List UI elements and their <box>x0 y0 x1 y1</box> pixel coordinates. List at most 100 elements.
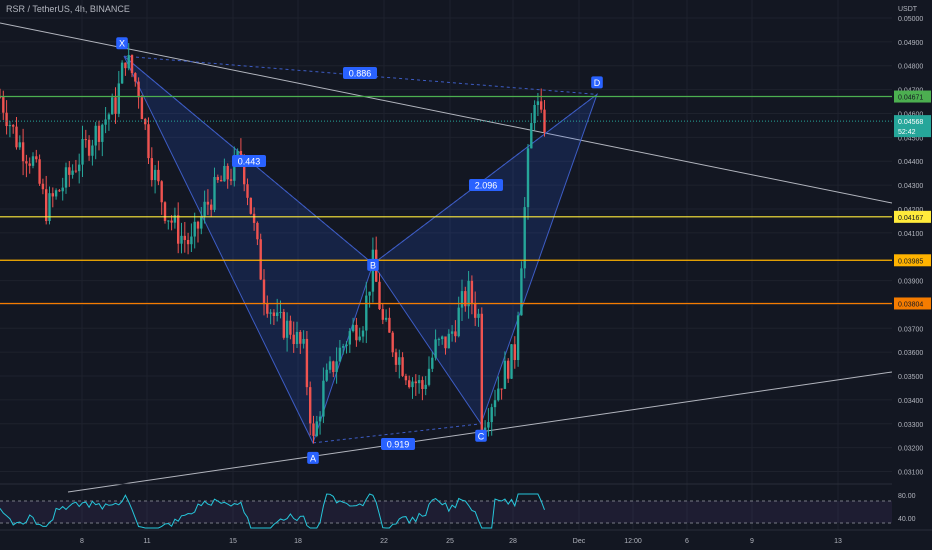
candle-body <box>533 104 536 124</box>
ratio-line-ac <box>312 423 482 444</box>
price-tick-label: 0.03400 <box>898 398 923 405</box>
candle-body <box>180 235 183 244</box>
svg-text:0.03985: 0.03985 <box>898 258 923 265</box>
candle-body <box>279 311 282 313</box>
candle-body <box>450 331 454 334</box>
price-tick-label: 0.03200 <box>898 446 923 453</box>
candle-body <box>64 167 68 188</box>
candle-body <box>134 73 137 82</box>
candle-body <box>328 361 332 370</box>
time-axis-bg <box>0 530 932 550</box>
price-tick-label: 0.04800 <box>898 64 923 71</box>
candle-body <box>91 145 94 156</box>
point-a-label: A <box>307 451 319 464</box>
level-yellow-price-tag: 0.04167 <box>894 210 931 223</box>
candle-body <box>203 201 206 217</box>
svg-text:C: C <box>478 431 485 441</box>
candle-body <box>332 361 335 373</box>
candle-body <box>206 201 210 205</box>
candle-body <box>526 148 530 208</box>
candle-body <box>183 235 186 240</box>
candle-body <box>342 346 345 348</box>
candle-body <box>391 332 394 353</box>
candle-body <box>302 338 305 344</box>
time-tick-label: 11 <box>143 538 150 545</box>
candle-body <box>101 124 104 142</box>
candle-body <box>394 352 398 365</box>
price-axis[interactable]: USDT0.050000.049000.048000.047000.046000… <box>892 0 932 530</box>
candle-body <box>31 156 35 166</box>
candle-body <box>196 221 200 229</box>
time-tick-label: 13 <box>834 538 842 545</box>
candle-body <box>543 109 546 133</box>
time-tick-label: 25 <box>446 538 454 545</box>
candles <box>0 42 546 444</box>
last-price-tag: 0.04568 52:42 <box>894 115 931 138</box>
candle-body <box>193 221 196 237</box>
time-tick-label: 15 <box>229 538 237 545</box>
level-amber-price-tag: 0.03985 <box>894 254 931 267</box>
candle-body <box>292 334 295 345</box>
candle-body <box>51 193 54 197</box>
svg-text:0.04671: 0.04671 <box>898 95 923 102</box>
svg-text:2.096: 2.096 <box>475 181 498 191</box>
candle-body <box>177 215 180 244</box>
ratio-line-xd <box>123 55 598 95</box>
candle-body <box>318 416 322 422</box>
candle-body <box>480 313 483 436</box>
svg-text:0.03804: 0.03804 <box>898 301 923 308</box>
time-axis[interactable]: 8 11 15 18 22 25 28 Dec 12:00 6 9 13 <box>0 529 932 550</box>
candle-body <box>213 177 216 210</box>
candle-body <box>210 204 213 210</box>
pattern-xab-triangle <box>123 55 374 445</box>
candle-body <box>460 291 464 308</box>
candle-body <box>398 357 401 365</box>
svg-text:0.886: 0.886 <box>349 69 372 79</box>
rsi-pane <box>0 483 932 529</box>
candle-body <box>35 156 38 160</box>
rsi-line <box>0 493 545 529</box>
horizontal-levels <box>0 95 892 305</box>
candle-body <box>160 181 163 203</box>
price-tick-label: 0.04900 <box>898 40 923 47</box>
candle-body <box>216 177 219 181</box>
candle-body <box>289 320 292 335</box>
point-d-label: D <box>591 76 603 89</box>
candle-body <box>84 139 87 141</box>
candle-body <box>464 291 467 307</box>
candle-body <box>157 169 160 182</box>
candle-body <box>12 125 15 127</box>
candle-body <box>348 331 351 345</box>
pattern-bcd-triangle <box>372 92 599 425</box>
candle-body <box>173 215 177 223</box>
candle-body <box>312 423 315 436</box>
candle-body <box>249 197 252 214</box>
candle-body <box>54 190 58 197</box>
candle-body <box>269 312 272 314</box>
candle-body <box>276 312 279 317</box>
time-tick-label: 28 <box>509 538 517 545</box>
rsi-tick-label: 80.00 <box>898 493 916 500</box>
candle-body <box>411 381 414 388</box>
candle-body <box>111 97 114 115</box>
svg-text:0.04568: 0.04568 <box>898 119 923 126</box>
candle-body <box>404 375 408 381</box>
candle-body <box>71 170 74 175</box>
ratio-label-xb: 0.443 <box>232 155 266 167</box>
candle-body <box>368 291 371 296</box>
candle-body <box>285 320 289 338</box>
time-tick-label: 12:00 <box>624 538 642 545</box>
candle-body <box>190 236 193 245</box>
price-tick-label: 0.03100 <box>898 470 923 477</box>
price-tick-label: 0.04100 <box>898 231 923 238</box>
time-tick-label: Dec <box>573 538 586 545</box>
symbol-title: RSR / TetherUS, 4h, BINANCE <box>6 4 130 14</box>
candle-body <box>421 380 424 389</box>
candle-body <box>120 62 124 84</box>
candle-body <box>130 55 134 74</box>
candle-body <box>540 101 543 110</box>
currency-label: USDT <box>898 6 918 13</box>
candle-body <box>233 155 236 181</box>
candle-body <box>226 165 229 180</box>
